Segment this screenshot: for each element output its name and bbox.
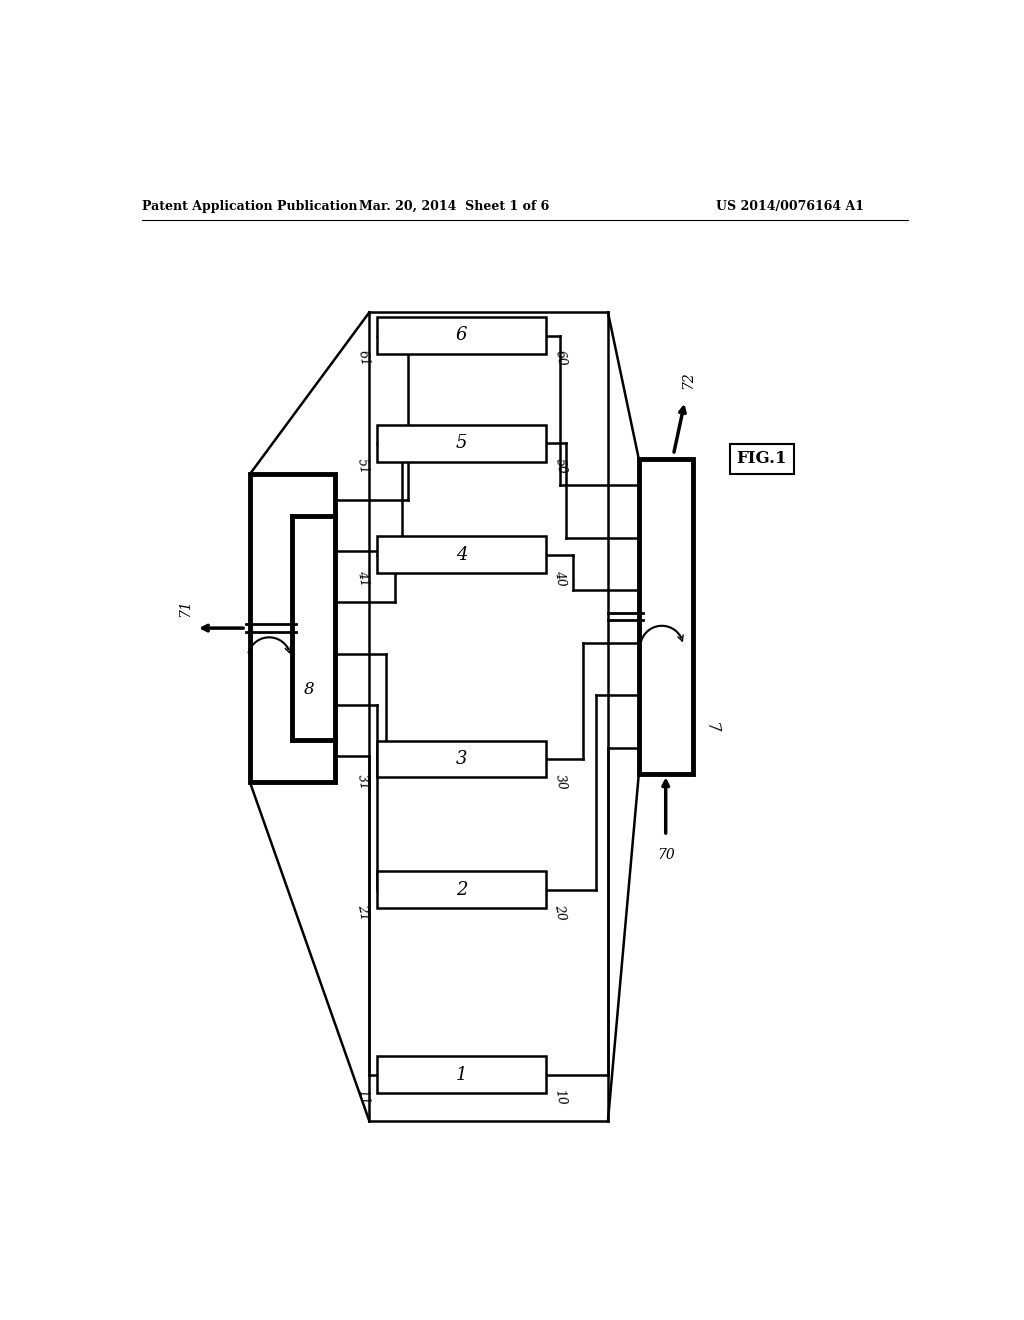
Bar xyxy=(377,741,547,777)
Text: 30: 30 xyxy=(553,774,568,791)
Text: Patent Application Publication: Patent Application Publication xyxy=(142,199,357,213)
Bar xyxy=(377,536,547,573)
Text: 20: 20 xyxy=(553,904,568,921)
Text: 2: 2 xyxy=(456,880,467,899)
Text: 40: 40 xyxy=(553,569,568,587)
Text: 11: 11 xyxy=(355,1089,371,1106)
Text: Mar. 20, 2014  Sheet 1 of 6: Mar. 20, 2014 Sheet 1 of 6 xyxy=(358,199,549,213)
Text: 60: 60 xyxy=(553,350,568,367)
Text: US 2014/0076164 A1: US 2014/0076164 A1 xyxy=(716,199,864,213)
Bar xyxy=(377,317,547,354)
Text: 31: 31 xyxy=(355,774,371,791)
Bar xyxy=(377,425,547,462)
Text: 5: 5 xyxy=(456,434,467,453)
Text: 61: 61 xyxy=(355,350,371,367)
Text: 7: 7 xyxy=(701,722,721,735)
Text: 72: 72 xyxy=(682,372,696,389)
Text: 51: 51 xyxy=(355,457,371,475)
Text: 8: 8 xyxy=(304,681,314,698)
Text: 50: 50 xyxy=(553,457,568,475)
Text: 4: 4 xyxy=(456,546,467,564)
Text: 3: 3 xyxy=(456,750,467,768)
Bar xyxy=(250,474,335,781)
Text: 6: 6 xyxy=(456,326,467,345)
Text: 10: 10 xyxy=(553,1089,568,1106)
Text: 70: 70 xyxy=(656,847,675,862)
Text: 21: 21 xyxy=(355,904,371,921)
Text: 71: 71 xyxy=(178,599,193,616)
Bar xyxy=(639,459,692,775)
Text: 41: 41 xyxy=(355,569,371,587)
Bar xyxy=(377,871,547,908)
Bar xyxy=(377,1056,547,1093)
Text: FIG.1: FIG.1 xyxy=(736,450,787,467)
Text: 1: 1 xyxy=(456,1065,467,1084)
